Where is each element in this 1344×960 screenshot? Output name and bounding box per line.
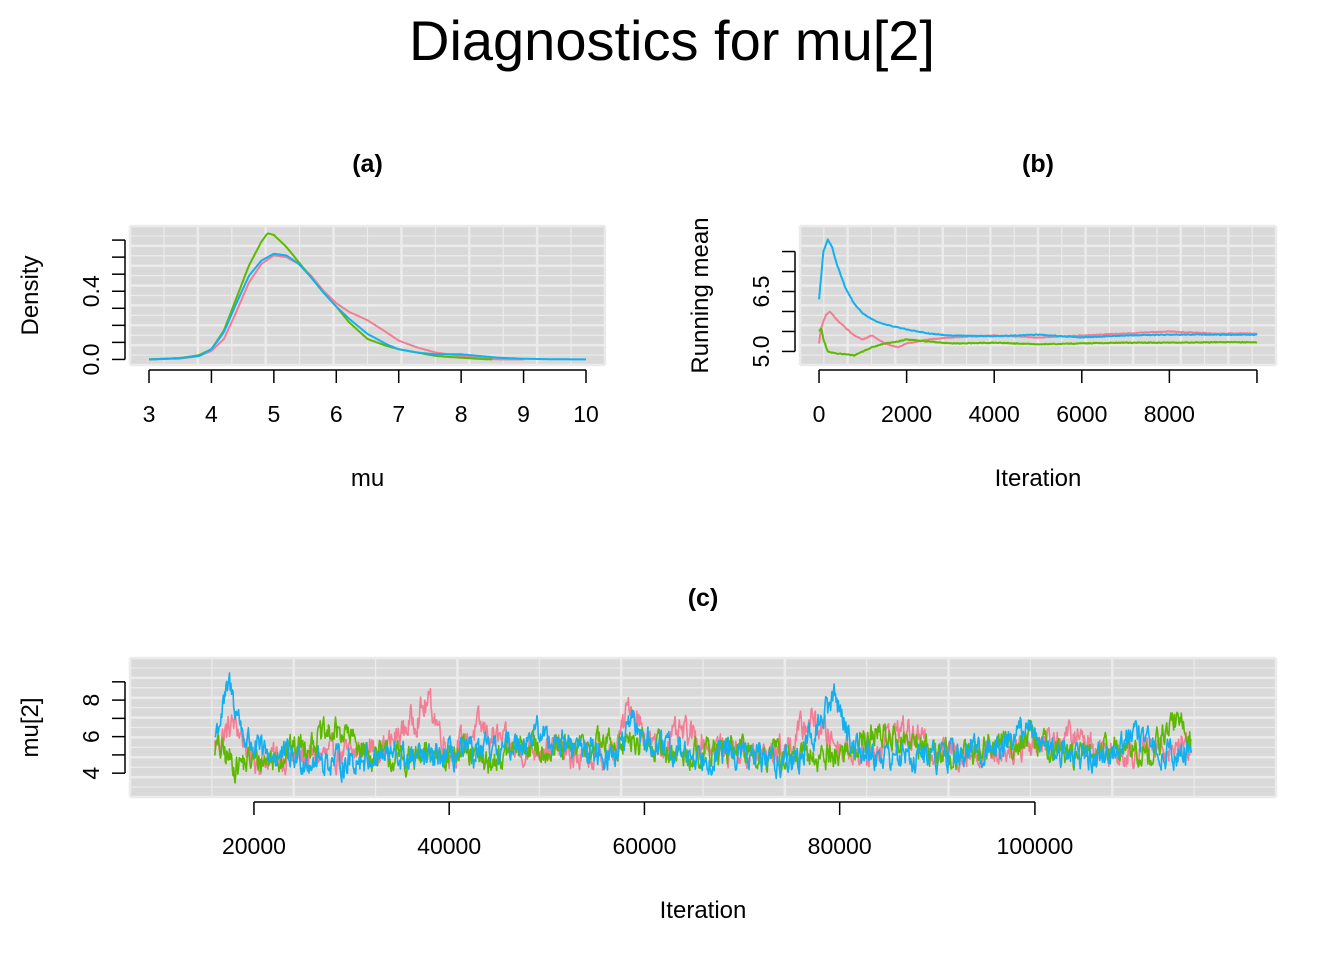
panel-b-series-1-line [818, 310, 1258, 349]
panel-b-x-axis: 0 2000 4000 6000 8000 [813, 369, 1258, 427]
panel-b-grid [798, 224, 1278, 367]
panel-b-series-3-line [818, 238, 1258, 339]
panel-c-y-axis: 4 6 8 [78, 681, 126, 780]
y-tick-label: 6.5 [748, 276, 774, 308]
y-tick-label: 5.0 [748, 335, 774, 367]
x-tick-label: 7 [392, 401, 405, 427]
x-tick-label: 5 [267, 401, 280, 427]
panel-b-series-2-line [818, 327, 1258, 357]
panel-c-title: (c) [688, 584, 719, 612]
panel-a-grid [128, 224, 607, 367]
panel-c-y-label: mu[2] [17, 697, 44, 757]
x-tick-label: 60000 [612, 833, 676, 859]
y-tick-label: 8 [78, 694, 104, 707]
panel-b-x-label: Iteration [995, 465, 1082, 492]
x-tick-label: 80000 [808, 833, 872, 859]
x-tick-label: 40000 [417, 833, 481, 859]
x-tick-label: 8 [455, 401, 468, 427]
x-tick-label: 100000 [997, 833, 1074, 859]
panel-a-series-3-line [149, 252, 586, 361]
x-tick-label: 9 [517, 401, 530, 427]
y-tick-label: 0.0 [78, 343, 104, 375]
panel-a-x-axis: 3 4 5 6 7 8 9 10 [143, 369, 599, 427]
panel-b-y-label: Running mean [687, 217, 714, 373]
panel-a-density: (a) 3 4 5 6 7 8 9 10 mu 0.0 0.4 Density [17, 150, 607, 492]
x-tick-label: 10 [573, 401, 599, 427]
panel-c-x-axis: 20000 40000 60000 80000 100000 [222, 801, 1074, 859]
panel-a-y-axis: 0.0 0.4 [78, 239, 126, 375]
panel-c-series [214, 672, 1192, 784]
panel-a-y-label: Density [17, 255, 44, 335]
panel-a-title: (a) [352, 150, 383, 178]
x-tick-label: 6000 [1056, 401, 1107, 427]
y-tick-label: 0.4 [78, 275, 104, 307]
x-tick-label: 0 [813, 401, 826, 427]
panel-a-x-label: mu [351, 465, 384, 492]
panel-c-grid [128, 656, 1278, 799]
x-tick-label: 3 [143, 401, 156, 427]
panel-b-running-mean: (b) 0 2000 4000 6000 8000 Iteration 5.0 6.5 Runni… [687, 150, 1278, 492]
x-tick-label: 6 [330, 401, 343, 427]
y-tick-label: 6 [78, 730, 104, 743]
x-tick-label: 4000 [969, 401, 1020, 427]
panel-b-y-axis: 5.0 6.5 [748, 250, 796, 367]
panel-b-title: (b) [1022, 150, 1054, 178]
x-tick-label: 20000 [222, 833, 286, 859]
panel-a-series [149, 232, 586, 361]
panel-b-series [818, 238, 1258, 357]
panel-c-trace: (c) 20000 40000 60000 80000 100000 Iteration 4 6… [17, 584, 1278, 924]
panel-c-x-label: Iteration [660, 897, 747, 924]
x-tick-label: 8000 [1144, 401, 1195, 427]
figure-title: Diagnostics for mu[2] [409, 9, 935, 72]
panel-a-series-1-line [149, 254, 524, 361]
y-tick-label: 4 [78, 767, 104, 780]
x-tick-label: 2000 [881, 401, 932, 427]
x-tick-label: 4 [205, 401, 218, 427]
panel-c-series-3-line [214, 672, 1192, 783]
